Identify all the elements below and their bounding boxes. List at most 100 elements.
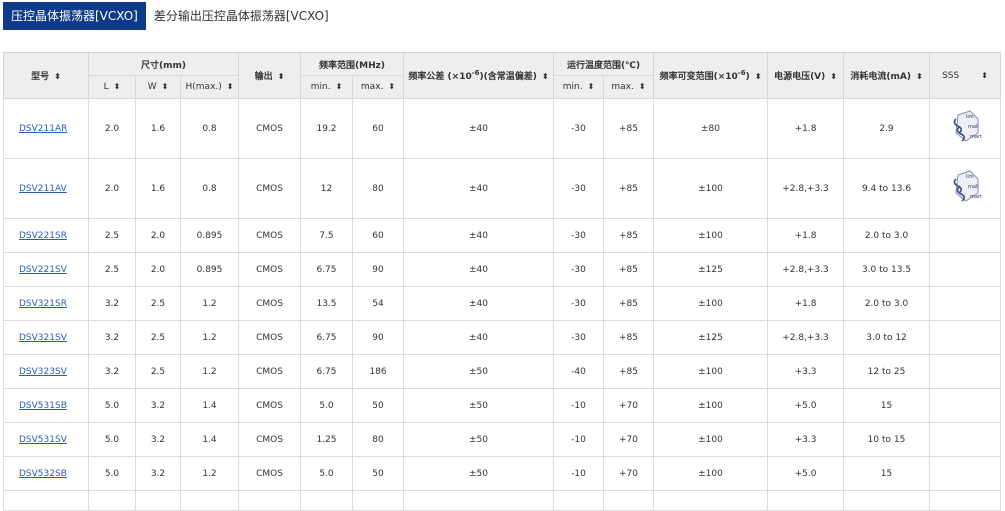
col-temp-max[interactable]: max. ⬍ — [602, 75, 655, 99]
sort-icon: ⬍ — [113, 82, 121, 91]
sort-icon: ⬍ — [335, 82, 343, 91]
col-temp-min[interactable]: min. ⬍ — [553, 75, 604, 99]
temp-max-cell: +70 — [602, 456, 655, 491]
current-cell: 3.0 to 12 — [843, 320, 931, 355]
tolerance-cell: ±40 — [403, 320, 554, 355]
voltage-cell: +5.0 — [767, 388, 845, 423]
col-tolerance[interactable]: 频率公差 (×10-6)(含常温偏差) ⬍ — [403, 52, 554, 99]
col-pull[interactable]: 频率可变范围(×10-6) ⬍ — [653, 52, 769, 99]
voltage-cell: +5.0 — [767, 456, 845, 491]
output-cell: CMOS — [238, 388, 301, 423]
model-link[interactable]: DSV211AR — [19, 123, 68, 134]
svg-text:mall: mall — [968, 184, 979, 190]
freq-min-cell: 5.0 — [300, 388, 353, 423]
tolerance-cell: ±40 — [403, 218, 554, 253]
model-link[interactable]: DSV531SV — [19, 434, 67, 445]
table-row: DSV221SR 2.5 2.0 0.895 CMOS 7.5 60 ±40 -30 +85 ±10… — [3, 218, 1002, 253]
voltage-cell: +2.8,+3.3 — [767, 252, 845, 287]
sort-icon: ⬍ — [587, 82, 595, 91]
output-cell: CMOS — [238, 354, 301, 389]
model-cell: DSV221SR — [3, 218, 89, 253]
freq-max-cell: 54 — [352, 286, 404, 321]
output-cell: CMOS — [238, 320, 301, 355]
tolerance-cell: ±50 — [403, 422, 554, 457]
model-link[interactable]: DSV532SB — [19, 468, 67, 479]
output-cell: CMOS — [238, 98, 301, 159]
table-row: DSV211AR 2.0 1.6 0.8 CMOS 19.2 60 ±40 -30 +85 ±80 +… — [3, 98, 1002, 159]
current-cell: 15 — [843, 456, 931, 491]
model-link[interactable]: DSV531SB — [19, 400, 67, 411]
h-cell: 0.8 — [180, 98, 239, 159]
col-voltage[interactable]: 电源电压(V) ⬍ — [767, 52, 845, 99]
current-cell: 12 to 25 — [843, 354, 931, 389]
w-cell: 2.5 — [135, 286, 181, 321]
l-cell: 3.2 — [88, 320, 136, 355]
output-cell: CMOS — [238, 218, 301, 253]
model-link[interactable]: DSV221SV — [19, 264, 67, 275]
freq-min-cell: 13.5 — [300, 286, 353, 321]
temp-max-cell: +85 — [602, 98, 655, 159]
pull-range-cell: ±100 — [653, 422, 769, 457]
freq-max-cell: 90 — [352, 252, 404, 287]
l-cell: 5.0 — [88, 422, 136, 457]
tolerance-cell: ±40 — [403, 158, 554, 219]
sss-cell — [929, 388, 1002, 423]
model-link[interactable]: DSV221SR — [19, 230, 67, 241]
pull-range-cell: ±80 — [653, 98, 769, 159]
l-cell: 2.5 — [88, 252, 136, 287]
sss-cell — [929, 320, 1002, 355]
col-l[interactable]: L ⬍ — [88, 75, 136, 99]
model-link[interactable]: DSV321SV — [19, 332, 67, 343]
voltage-cell: +1.8 — [767, 218, 845, 253]
model-cell: DSV531SB — [3, 388, 89, 423]
col-model[interactable]: 型号 ⬍ — [3, 52, 89, 99]
model-link[interactable]: DSV211AV — [19, 183, 67, 194]
tab-vcxo[interactable]: 压控晶体振荡器[VCXO] — [3, 2, 146, 30]
sss-cell: lim mall mart — [929, 158, 1002, 219]
l-cell: 3.2 — [88, 286, 136, 321]
h-cell: 1.4 — [180, 388, 239, 423]
freq-max-cell: 60 — [352, 218, 404, 253]
col-freq-max[interactable]: max. ⬍ — [352, 75, 404, 99]
output-cell: CMOS — [238, 286, 301, 321]
table-row: DSV211AV 2.0 1.6 0.8 CMOS 12 80 ±40 -30 +85 ±100 +2… — [3, 158, 1002, 219]
output-cell: CMOS — [238, 422, 301, 457]
h-cell: 1.2 — [180, 286, 239, 321]
w-cell: 2.0 — [135, 252, 181, 287]
col-w[interactable]: W ⬍ — [135, 75, 181, 99]
pull-range-cell: ±100 — [653, 218, 769, 253]
pull-range-cell: ±100 — [653, 286, 769, 321]
table-row: DSV321SV 3.2 2.5 1.2 CMOS 6.75 90 ±40 -30 +85 ±125… — [3, 320, 1002, 355]
current-cell: 2.0 to 3.0 — [843, 218, 931, 253]
h-cell: 0.895 — [180, 218, 239, 253]
voltage-cell: +3.3 — [767, 354, 845, 389]
temp-min-cell: -30 — [553, 252, 604, 287]
h-cell: 1.2 — [180, 456, 239, 491]
col-h[interactable]: H(max.) ⬍ — [180, 75, 239, 99]
w-cell: 2.0 — [135, 218, 181, 253]
model-cell: DSV321SV — [3, 320, 89, 355]
tab-differential-vcxo[interactable]: 差分输出压控晶体振荡器[VCXO] — [153, 9, 329, 23]
svg-text:mart: mart — [970, 134, 982, 140]
sss-cell — [929, 354, 1002, 389]
svg-text:mall: mall — [968, 124, 979, 130]
sort-icon: ⬍ — [388, 82, 396, 91]
freq-min-cell: 5.0 — [300, 456, 353, 491]
col-freq-min[interactable]: min. ⬍ — [300, 75, 353, 99]
col-current[interactable]: 消耗电流(mA) ⬍ — [843, 52, 931, 99]
model-link[interactable]: DSV323SV — [19, 366, 67, 377]
svg-text:lim: lim — [966, 114, 974, 120]
l-cell: 3.2 — [88, 354, 136, 389]
temp-min-cell: -40 — [553, 354, 604, 389]
temp-max-cell: +85 — [602, 320, 655, 355]
temp-max-cell: +85 — [602, 158, 655, 219]
model-cell: DSV321SR — [3, 286, 89, 321]
sss-cell: lim mall mart — [929, 98, 1002, 159]
col-size: 尺寸(mm) — [88, 52, 239, 76]
current-cell: 10 to 15 — [843, 422, 931, 457]
col-sss[interactable]: SSS ⬍ — [929, 52, 1002, 99]
sss-cell — [929, 286, 1002, 321]
model-link[interactable]: DSV321SR — [19, 298, 67, 309]
current-cell: 2.9 — [843, 98, 931, 159]
col-output[interactable]: 输出 ⬍ — [238, 52, 301, 99]
